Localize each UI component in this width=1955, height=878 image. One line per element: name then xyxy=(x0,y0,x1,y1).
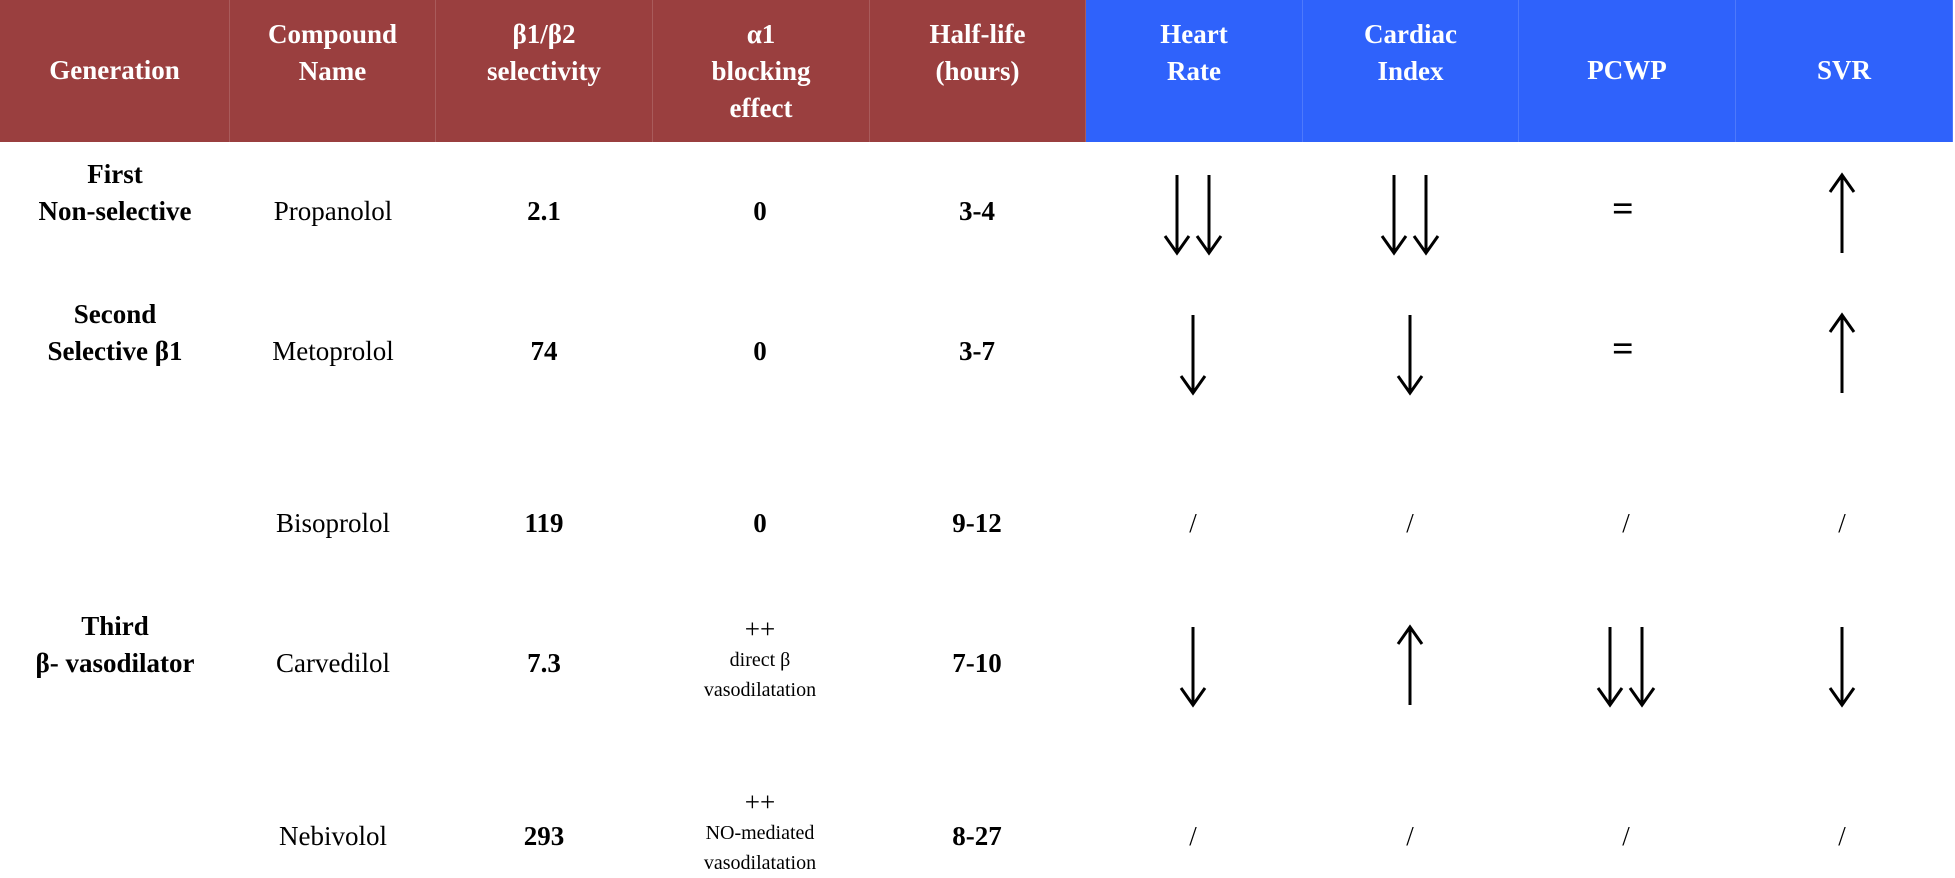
selectivity-value: 74 xyxy=(530,336,558,366)
alpha-blocking-value: ++ NO-mediated vasodilatation xyxy=(650,786,870,878)
generation-line: Non-selective xyxy=(38,196,192,226)
selectivity-value: 2.1 xyxy=(527,196,561,226)
alpha-line: direct β xyxy=(729,649,791,671)
no-data-mark: / xyxy=(1189,821,1197,851)
header-heart-rate: Heart Rate xyxy=(1086,0,1303,142)
header-generation: Generation xyxy=(0,0,230,142)
half-life-value: 8-27 xyxy=(952,821,1002,851)
generation-line: β- vasodilator xyxy=(35,648,195,678)
arrow-up-icon xyxy=(1828,172,1856,253)
compound-name: Nebivolol xyxy=(279,821,387,851)
arrow-down-icon xyxy=(1179,627,1207,708)
arrow-down-icon xyxy=(1628,627,1656,708)
alpha-blocking-value: 0 xyxy=(650,333,870,370)
selectivity-value: 7.3 xyxy=(527,648,561,678)
arrow-up-icon xyxy=(1828,312,1856,393)
arrow-down-icon xyxy=(1412,175,1440,256)
generation-label: Second Selective β1 xyxy=(0,296,230,370)
header-svr: SVR xyxy=(1736,0,1953,142)
header-cardiac-index: Cardiac Index xyxy=(1303,0,1519,142)
half-life-value: 7-10 xyxy=(952,648,1002,678)
generation-line: Selective β1 xyxy=(47,336,183,366)
header-compound: Compound Name xyxy=(230,0,436,142)
generation-line: Second xyxy=(73,299,157,329)
half-life-value: 3-7 xyxy=(959,336,995,366)
equal-icon: = xyxy=(1612,328,1634,370)
generation-label: Third β- vasodilator xyxy=(0,608,230,682)
arrow-down-icon xyxy=(1396,315,1424,396)
generation-line: First xyxy=(87,159,143,189)
alpha-blocking-value: 0 xyxy=(650,505,870,542)
selectivity-value: 293 xyxy=(523,821,565,851)
alpha-line: vasodilatation xyxy=(703,679,817,701)
alpha-blocking-value: ++ direct β vasodilatation xyxy=(650,613,870,705)
half-life-value: 3-4 xyxy=(959,196,995,226)
table-header: Generation Compound Name β1/β2 selectivity… xyxy=(0,0,1953,142)
header-alpha-blocking: α1 blocking effect xyxy=(653,0,870,142)
generation-line: Third xyxy=(81,611,149,641)
arrow-down-icon xyxy=(1596,627,1624,708)
selectivity-value: 119 xyxy=(524,508,564,538)
half-life-value: 9-12 xyxy=(952,508,1002,538)
compound-name: Carvedilol xyxy=(276,648,390,678)
no-data-mark: / xyxy=(1406,821,1414,851)
alpha-line: 0 xyxy=(753,196,767,226)
arrow-up-icon xyxy=(1396,624,1424,705)
generation-label: First Non-selective xyxy=(0,156,230,230)
arrow-down-icon xyxy=(1195,175,1223,256)
arrow-down-icon xyxy=(1179,315,1207,396)
no-data-mark: / xyxy=(1189,508,1197,538)
alpha-line: 0 xyxy=(753,508,767,538)
alpha-line: ++ xyxy=(744,614,776,644)
equal-icon: = xyxy=(1612,188,1634,230)
arrow-down-icon xyxy=(1380,175,1408,256)
no-data-mark: / xyxy=(1838,821,1846,851)
alpha-line: NO-mediated xyxy=(705,822,815,844)
alpha-line: ++ xyxy=(744,787,776,817)
alpha-blocking-value: 0 xyxy=(650,193,870,230)
no-data-mark: / xyxy=(1406,508,1414,538)
compound-name: Metoprolol xyxy=(272,336,394,366)
no-data-mark: / xyxy=(1838,508,1846,538)
header-selectivity: β1/β2 selectivity xyxy=(436,0,653,142)
alpha-line: vasodilatation xyxy=(703,852,817,874)
arrow-down-icon xyxy=(1828,627,1856,708)
compound-name: Propanolol xyxy=(273,196,393,226)
alpha-line: 0 xyxy=(753,336,767,366)
no-data-mark: / xyxy=(1622,821,1630,851)
header-pcwp: PCWP xyxy=(1519,0,1736,142)
compound-name: Bisoprolol xyxy=(275,508,390,538)
no-data-mark: / xyxy=(1622,508,1630,538)
header-half-life: Half-life (hours) xyxy=(870,0,1086,142)
arrow-down-icon xyxy=(1163,175,1191,256)
